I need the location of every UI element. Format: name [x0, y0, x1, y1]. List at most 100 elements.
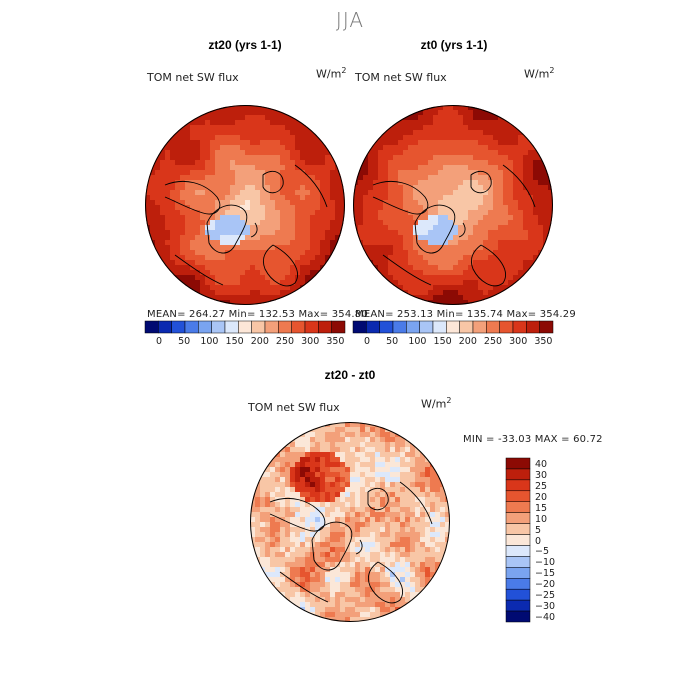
panel1-colorbar [144, 320, 346, 334]
colorbar-swatch [198, 320, 212, 334]
colorbar-swatch [251, 320, 266, 334]
map1-field [145, 105, 345, 305]
colorbar-tick-label: −20 [535, 579, 556, 591]
colorbar-swatch [318, 320, 332, 334]
colorbar-swatch [211, 320, 226, 334]
panel3-colorbar [505, 457, 531, 623]
colorbar-tick-label: 50 [178, 336, 191, 347]
colorbar-tick-label: 0 [535, 535, 542, 547]
colorbar-swatch [144, 320, 159, 334]
panel1-units: W/m2 [316, 66, 347, 81]
map2-outline [353, 105, 553, 305]
colorbar-swatch [505, 468, 531, 481]
colorbar-tick-label: 15 [535, 502, 548, 514]
panel1-variable: TOM net SW flux [147, 71, 239, 84]
colorbar-swatch [505, 490, 531, 502]
colorbar-swatch [366, 320, 380, 334]
season-title: JJA [335, 8, 365, 32]
colorbar-swatch [505, 599, 531, 612]
colorbar-tick-label: 300 [509, 336, 528, 347]
panel2-units: W/m2 [524, 66, 555, 81]
colorbar-swatch [505, 501, 531, 513]
colorbar-tick-label: 20 [535, 491, 548, 503]
colorbar-tick-label: 100 [200, 336, 219, 347]
colorbar-tick-label: −30 [535, 601, 556, 613]
colorbar-swatch [171, 320, 186, 334]
colorbar-swatch [505, 556, 531, 568]
panel3-stats: MIN = -33.03 MAX = 60.72 [463, 434, 603, 445]
colorbar-tick-label: 200 [458, 336, 477, 347]
colorbar-tick-label: 350 [326, 336, 345, 347]
colorbar-swatch [419, 320, 434, 334]
colorbar-tick-label: −15 [535, 568, 556, 580]
panel3-units: W/m2 [421, 396, 452, 411]
map3-coastlines [269, 481, 433, 604]
panel1-title: zt20 (yrs 1-1) [208, 38, 282, 52]
colorbar-tick-label: −40 [535, 612, 556, 624]
colorbar-tick-label: 30 [535, 469, 548, 481]
panel1-stats: MEAN= 264.27 Min= 132.53 Max= 354.80 [147, 309, 368, 320]
colorbar-swatch [352, 320, 367, 334]
colorbar-swatch [505, 545, 531, 557]
colorbar-swatch [238, 320, 252, 334]
colorbar-swatch [406, 320, 420, 334]
colorbar-tick-label: 40 [535, 459, 548, 470]
colorbar-swatch [379, 320, 394, 334]
colorbar-tick-label: 300 [301, 336, 320, 347]
colorbar-swatch [505, 578, 531, 590]
colorbar-swatch [512, 320, 527, 334]
panel2-colorbar [352, 320, 554, 334]
panel2-map [353, 105, 553, 305]
colorbar-swatch [526, 320, 540, 334]
colorbar-tick-label: 25 [535, 480, 548, 492]
colorbar-swatch [505, 457, 531, 470]
colorbar-swatch [224, 320, 239, 334]
colorbar-swatch [158, 320, 172, 334]
panel2-stats: MEAN= 253.13 Min= 135.74 Max= 354.29 [355, 309, 576, 320]
panel3-map [250, 422, 450, 622]
colorbar-tick-label: 350 [534, 336, 553, 347]
colorbar-tick-label: 250 [483, 336, 503, 347]
colorbar-swatch [505, 523, 531, 535]
panel1-map [145, 105, 345, 305]
colorbar-swatch [505, 610, 531, 623]
colorbar-swatch [505, 512, 531, 524]
colorbar-swatch [505, 588, 531, 601]
map1-coastlines [164, 164, 328, 287]
panel2-title: zt0 (yrs 1-1) [420, 38, 488, 52]
colorbar-swatch [459, 320, 474, 334]
colorbar-swatch [331, 320, 346, 334]
colorbar-swatch [291, 320, 306, 334]
colorbar-tick-label: 150 [225, 336, 244, 347]
colorbar-swatch [472, 320, 487, 334]
panel3-title: zt20 - zt0 [324, 368, 376, 382]
colorbar-swatch [432, 320, 447, 334]
colorbar-tick-label: 150 [433, 336, 452, 347]
colorbar-tick-label: 50 [386, 336, 399, 347]
colorbar-swatch [446, 320, 460, 334]
colorbar-swatch [486, 320, 500, 334]
colorbar-swatch [505, 479, 531, 492]
colorbar-tick-label: −5 [535, 546, 550, 558]
panel3-variable: TOM net SW flux [248, 401, 340, 414]
map2-field [353, 105, 553, 305]
colorbar-swatch [184, 320, 199, 334]
panel2-variable: TOM net SW flux [355, 71, 447, 84]
colorbar-swatch [539, 320, 554, 334]
colorbar-swatch [499, 320, 514, 334]
colorbar-swatch [505, 534, 531, 546]
colorbar-tick-label: 5 [535, 524, 542, 536]
map3-outline [250, 422, 450, 622]
colorbar-tick-label: 200 [250, 336, 269, 347]
colorbar-swatch [304, 320, 319, 334]
colorbar-tick-label: 10 [535, 513, 548, 525]
colorbar-swatch [505, 567, 531, 579]
colorbar-tick-label: −10 [535, 557, 556, 569]
colorbar-tick-label: 0 [363, 336, 371, 347]
map1-outline [145, 105, 345, 305]
colorbar-swatch [278, 320, 292, 334]
colorbar-tick-label: 250 [275, 336, 295, 347]
colorbar-tick-label: 100 [408, 336, 427, 347]
colorbar-swatch [392, 320, 407, 334]
